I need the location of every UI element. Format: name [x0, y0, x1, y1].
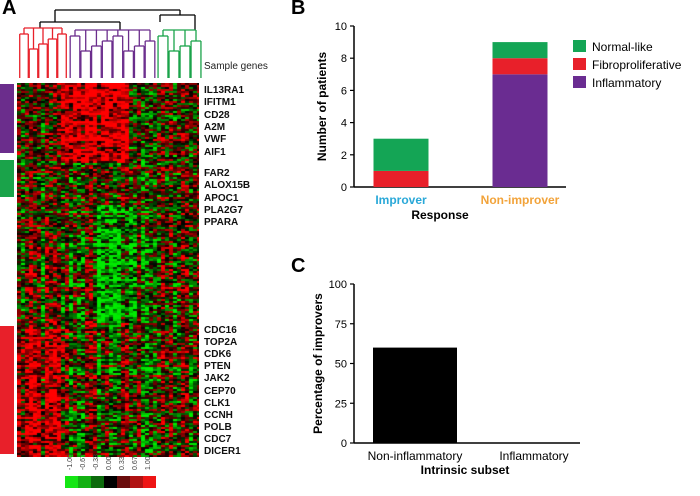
- cluster-bar-normal-like: [0, 160, 14, 197]
- gene-label: VWF: [204, 134, 227, 146]
- bar-segment-inflammatory: [492, 74, 548, 187]
- y-tick-label: 2: [341, 150, 347, 162]
- gene-label: PLA2G7: [204, 204, 243, 216]
- x-category-label: Non-inflammatory: [368, 449, 463, 463]
- y-axis-title: Number of patients: [315, 52, 329, 162]
- legend-label: Fibroproliferative: [592, 58, 682, 72]
- color-scale-swatch: [78, 476, 91, 488]
- gene-label: PPARA: [204, 217, 239, 229]
- color-scale-tick: 0.00: [106, 456, 113, 470]
- color-scale-swatch: [104, 476, 117, 488]
- legend-label: Inflammatory: [592, 76, 661, 90]
- y-tick-label: 0: [341, 438, 347, 450]
- gene-label: IFITM1: [204, 97, 236, 109]
- gene-label: DICER1: [204, 446, 241, 457]
- color-scale-tick: -1.00: [67, 454, 74, 470]
- y-tick-label: 75: [335, 319, 347, 331]
- gene-label: AIF1: [204, 146, 226, 158]
- legend-swatch: [573, 40, 586, 52]
- legend-label: Normal-like: [592, 40, 653, 54]
- color-scale-tick: 0.33: [119, 456, 126, 470]
- panel-label-c: C: [291, 255, 306, 277]
- gene-label: CEP70: [204, 385, 236, 397]
- y-tick-label: 4: [341, 118, 347, 130]
- gene-label: CD28: [204, 109, 230, 121]
- gene-label: IL13RA1: [204, 85, 245, 96]
- x-axis-title: Intrinsic subset: [421, 463, 510, 477]
- panel-label-b: B: [291, 0, 306, 19]
- y-tick-label: 100: [329, 279, 347, 291]
- gene-label: CDC7: [204, 433, 232, 445]
- color-scale-tick: -0.67: [80, 454, 87, 470]
- gene-label: ALOX15B: [204, 180, 251, 192]
- y-tick-label: 50: [335, 359, 347, 371]
- gene-label: APOC1: [204, 192, 239, 204]
- color-scale-tick: 0.67: [132, 456, 139, 470]
- color-scale-swatch: [65, 476, 78, 488]
- gene-label: CLK1: [204, 397, 231, 409]
- x-axis-title: Response: [411, 208, 469, 222]
- y-tick-label: 0: [341, 182, 347, 194]
- bar-segment-normal-like: [373, 138, 429, 171]
- gene-label: FAR2: [204, 168, 230, 179]
- y-tick-label: 8: [341, 53, 347, 65]
- color-scale-tick: 1.00: [145, 456, 152, 470]
- color-scale: -1.00 -0.67 -0.33 0.00 0.33 0.67 1.00: [65, 454, 156, 488]
- legend-swatch: [573, 58, 586, 70]
- y-axis-title: Percentage of improvers: [311, 293, 325, 434]
- x-category-label: Non-improver: [481, 193, 560, 207]
- panel-label-a: A: [2, 0, 17, 19]
- x-category-label: Improver: [375, 193, 427, 207]
- cluster-bar-inflammatory: [0, 84, 14, 153]
- y-tick-label: 10: [335, 21, 347, 33]
- bar: [373, 347, 457, 443]
- color-scale-swatch: [143, 476, 156, 488]
- gene-label: TOP2A: [204, 337, 238, 349]
- gene-label: PTEN: [204, 361, 231, 373]
- x-category-label: Inflammatory: [499, 449, 568, 463]
- color-scale-swatch: [91, 476, 104, 488]
- legend-swatch: [573, 76, 586, 88]
- color-scale-swatch: [130, 476, 143, 488]
- bar-segment-fibroproliferative: [373, 170, 429, 187]
- bar-segment-fibroproliferative: [492, 58, 548, 75]
- gene-label: JAK2: [204, 373, 230, 385]
- gene-label: POLB: [204, 421, 232, 433]
- cluster-bar-fibroproliferative: [0, 326, 14, 454]
- sample-genes-label: Sample genes: [204, 61, 268, 72]
- color-scale-tick: -0.33: [93, 454, 100, 470]
- gene-expression-heatmap: [17, 83, 199, 457]
- y-tick-label: 6: [341, 85, 347, 97]
- gene-label: CCNH: [204, 409, 233, 421]
- bar-segment-normal-like: [492, 42, 548, 59]
- gene-label: A2M: [204, 121, 226, 133]
- gene-label: CDK6: [204, 349, 232, 361]
- y-tick-label: 25: [335, 398, 347, 410]
- gene-label: CDC16: [204, 325, 237, 336]
- color-scale-swatch: [117, 476, 130, 488]
